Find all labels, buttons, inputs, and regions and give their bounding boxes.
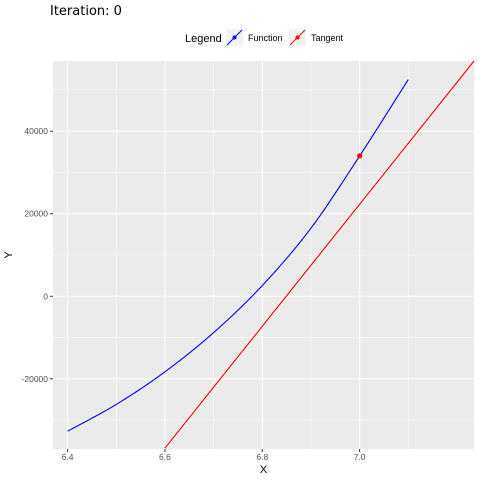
x-tick-label: 7.0 (354, 452, 366, 462)
y-tick-label: -20000 (22, 374, 49, 384)
legend-key-tangent (289, 29, 306, 46)
x-tick-label: 6.8 (256, 452, 268, 462)
x-tick-label: 6.6 (159, 452, 171, 462)
legend-point-function (232, 35, 237, 40)
y-tick-label: 20000 (24, 209, 48, 219)
legend-title: Legend (185, 33, 222, 45)
y-tick-label: 0 (43, 291, 48, 301)
legend: Legend Function Tangent (185, 29, 344, 46)
legend-label-function: Function (248, 33, 283, 43)
legend-label-tangent: Tangent (311, 33, 344, 43)
y-tick-label: 40000 (24, 126, 48, 136)
grid-major (53, 61, 474, 449)
grid-minor (53, 61, 474, 449)
x-axis-title: X (260, 464, 268, 476)
chart-title: Iteration: 0 (50, 4, 122, 19)
series-line-function (67, 79, 409, 432)
tangent-point (357, 153, 363, 159)
series-line-tangent (164, 60, 475, 449)
legend-point-tangent (295, 35, 300, 40)
legend-key-function (226, 29, 243, 46)
x-tick-label: 6.4 (62, 452, 74, 462)
series-layer (67, 60, 475, 449)
x-axis: 6.4 6.6 6.8 7.0 (62, 449, 366, 462)
y-axis-title: Y (3, 251, 15, 259)
y-axis: -20000 0 20000 40000 (22, 126, 53, 384)
